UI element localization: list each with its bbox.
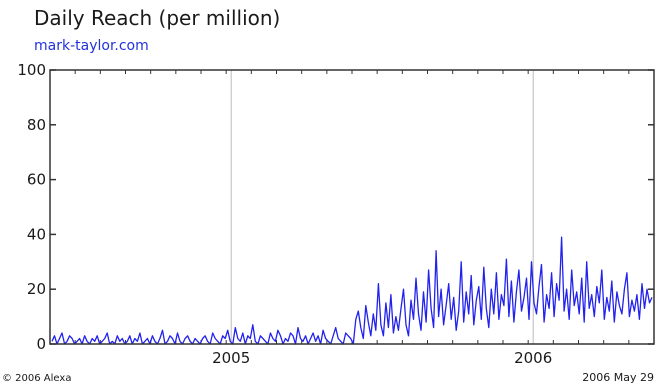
chart-subtitle-link[interactable]: mark-taylor.com — [34, 38, 149, 54]
y-tick-label-20: 20 — [27, 280, 46, 298]
copyright-label: © 2006 Alexa — [2, 373, 72, 384]
chart-grid — [230, 70, 534, 344]
y-tick-label-40: 40 — [27, 225, 46, 243]
y-tick-label-80: 80 — [27, 116, 46, 134]
y-tick-label-0: 0 — [36, 335, 46, 353]
plot-frame — [49, 69, 655, 345]
series-line-group — [51, 236, 653, 345]
x-tick-label-2005: 2005 — [212, 349, 250, 367]
x-axis-ticks: 2005 2006 — [74, 70, 630, 367]
date-label: 2006 May 29 — [582, 371, 654, 384]
y-axis-ticks: 0 20 40 60 80 100 — [17, 61, 654, 353]
series-line-reach — [51, 236, 653, 345]
x-tick-label-2006: 2006 — [514, 349, 552, 367]
y-tick-label-100: 100 — [17, 61, 46, 79]
y-tick-label-60: 60 — [27, 171, 46, 189]
chart-title: Daily Reach (per million) — [34, 6, 281, 30]
